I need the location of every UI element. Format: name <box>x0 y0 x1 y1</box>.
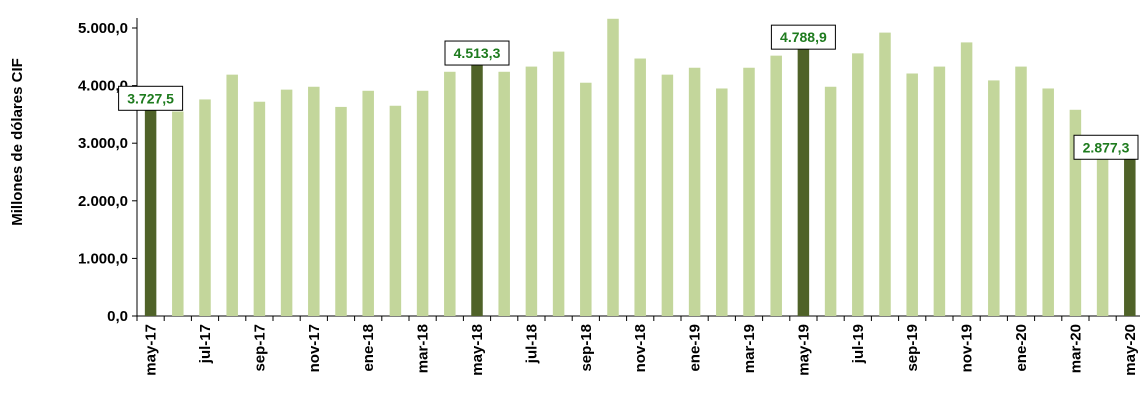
bar-dic-17 <box>335 106 347 316</box>
bar-mar-20 <box>1069 109 1082 317</box>
y-tick-label: 5.000,0 <box>78 20 128 37</box>
x-tick-label-sep-18: sep-18 <box>578 324 595 372</box>
bar-feb-19 <box>716 88 728 316</box>
x-tick-label-may-19: may-19 <box>795 324 812 376</box>
bar-mar-18 <box>416 90 429 316</box>
x-tick-label-may-18: may-18 <box>469 324 486 376</box>
bar-sep-17 <box>253 101 266 316</box>
bar-jul-17 <box>199 99 211 316</box>
y-axis-ticks: 0,0 1.000,0 2.000,0 3.000,0 4.000,0 5.000,0 <box>78 20 137 325</box>
bar-may-19 <box>797 40 810 316</box>
y-tick-label: 3.000,0 <box>78 135 128 152</box>
bar-jun-17 <box>172 111 184 317</box>
bar-sep-19 <box>906 73 918 316</box>
x-tick-label-sep-19: sep-19 <box>904 324 921 372</box>
bar-may-18 <box>471 56 483 316</box>
x-tick-label-nov-17: nov-17 <box>306 324 323 372</box>
bar-may-17 <box>144 101 157 317</box>
bar-abr-20 <box>1096 155 1109 316</box>
x-tick-label-may-17: may-17 <box>143 324 160 376</box>
y-axis-label: Millones de dólares CIF <box>9 58 26 226</box>
bar-nov-17 <box>308 86 320 316</box>
bar-nov-19 <box>960 42 973 317</box>
x-tick-label-jul-18: jul-18 <box>523 324 540 364</box>
bar-ago-17 <box>226 74 238 316</box>
bar-abr-19 <box>770 55 782 316</box>
bar-sep-18 <box>580 82 592 316</box>
bar-ene-20 <box>1015 66 1027 316</box>
data-label-may-18: 4.513,3 <box>454 45 501 61</box>
data-label-may-19: 4.788,9 <box>780 29 827 45</box>
y-tick-label: 0,0 <box>107 308 128 325</box>
bar-ene-19 <box>688 67 701 316</box>
x-tick-label-ene-18: ene-18 <box>360 324 377 372</box>
bar-ago-18 <box>552 51 565 317</box>
bar-oct-19 <box>933 66 946 316</box>
bar-jul-18 <box>525 66 538 316</box>
data-label-may-17: 3.727,5 <box>127 90 174 106</box>
data-label-box-may-20 <box>1073 134 1139 160</box>
bar-feb-18 <box>389 105 402 316</box>
bar-abr-18 <box>444 71 456 316</box>
y-tick-label: 4.000,0 <box>78 78 128 95</box>
x-tick-label-mar-20: mar-20 <box>1067 324 1084 373</box>
bar-ago-19 <box>879 32 891 316</box>
data-labels: 3.727,5 4.513,3 4.788,9 2.877,3 <box>118 24 1139 160</box>
x-axis-ticks: may-17 jul-17 sep-17 nov-17 ene-18 mar-18 may-… <box>136 316 1139 376</box>
bar-jun-19 <box>824 86 837 316</box>
x-tick-label-may-20: may-20 <box>1122 324 1139 376</box>
x-tick-label-ene-19: ene-19 <box>687 324 704 372</box>
bar-dic-18 <box>661 74 674 316</box>
bar-ene-18 <box>362 90 374 316</box>
data-label-may-20: 2.877,3 <box>1083 139 1130 155</box>
x-tick-label-sep-17: sep-17 <box>251 324 268 372</box>
bars <box>144 18 1136 317</box>
bar-oct-17 <box>280 89 293 316</box>
bar-nov-18 <box>634 58 646 316</box>
x-tick-label-mar-18: mar-18 <box>415 324 432 373</box>
y-tick-label: 1.000,0 <box>78 250 128 267</box>
bar-feb-20 <box>1042 88 1054 316</box>
bar-dic-19 <box>988 80 1000 316</box>
y-tick-label: 2.000,0 <box>78 193 128 210</box>
x-tick-label-nov-19: nov-19 <box>959 324 976 372</box>
data-label-box-may-19 <box>770 24 836 50</box>
data-label-box-may-18 <box>444 40 510 66</box>
bar-jun-18 <box>498 71 510 316</box>
x-tick-label-mar-19: mar-19 <box>741 324 758 373</box>
x-tick-label-ene-20: ene-20 <box>1013 324 1030 372</box>
data-label-box-may-17 <box>118 85 184 111</box>
x-tick-label-jul-17: jul-17 <box>197 324 214 364</box>
bar-may-20 <box>1124 150 1136 316</box>
bar-mar-19 <box>743 67 755 316</box>
bar-oct-18 <box>607 18 619 317</box>
bar-jul-19 <box>852 53 864 317</box>
x-tick-label-jul-19: jul-19 <box>850 324 867 364</box>
x-tick-label-nov-18: nov-18 <box>632 324 649 372</box>
